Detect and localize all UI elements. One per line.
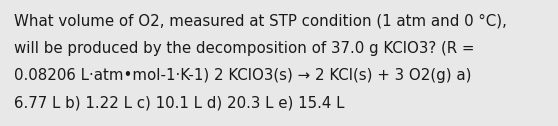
Text: What volume of O2, measured at STP condition (1 atm and 0 °C),: What volume of O2, measured at STP condi… — [14, 14, 507, 29]
Text: 6.77 L b) 1.22 L c) 10.1 L d) 20.3 L e) 15.4 L: 6.77 L b) 1.22 L c) 10.1 L d) 20.3 L e) … — [14, 95, 344, 110]
Text: 0.08206 L·atm•mol-1·K-1) 2 KClO3(s) → 2 KCl(s) + 3 O2(g) a): 0.08206 L·atm•mol-1·K-1) 2 KClO3(s) → 2 … — [14, 68, 472, 83]
Text: will be produced by the decomposition of 37.0 g KClO3? (R =: will be produced by the decomposition of… — [14, 41, 474, 56]
